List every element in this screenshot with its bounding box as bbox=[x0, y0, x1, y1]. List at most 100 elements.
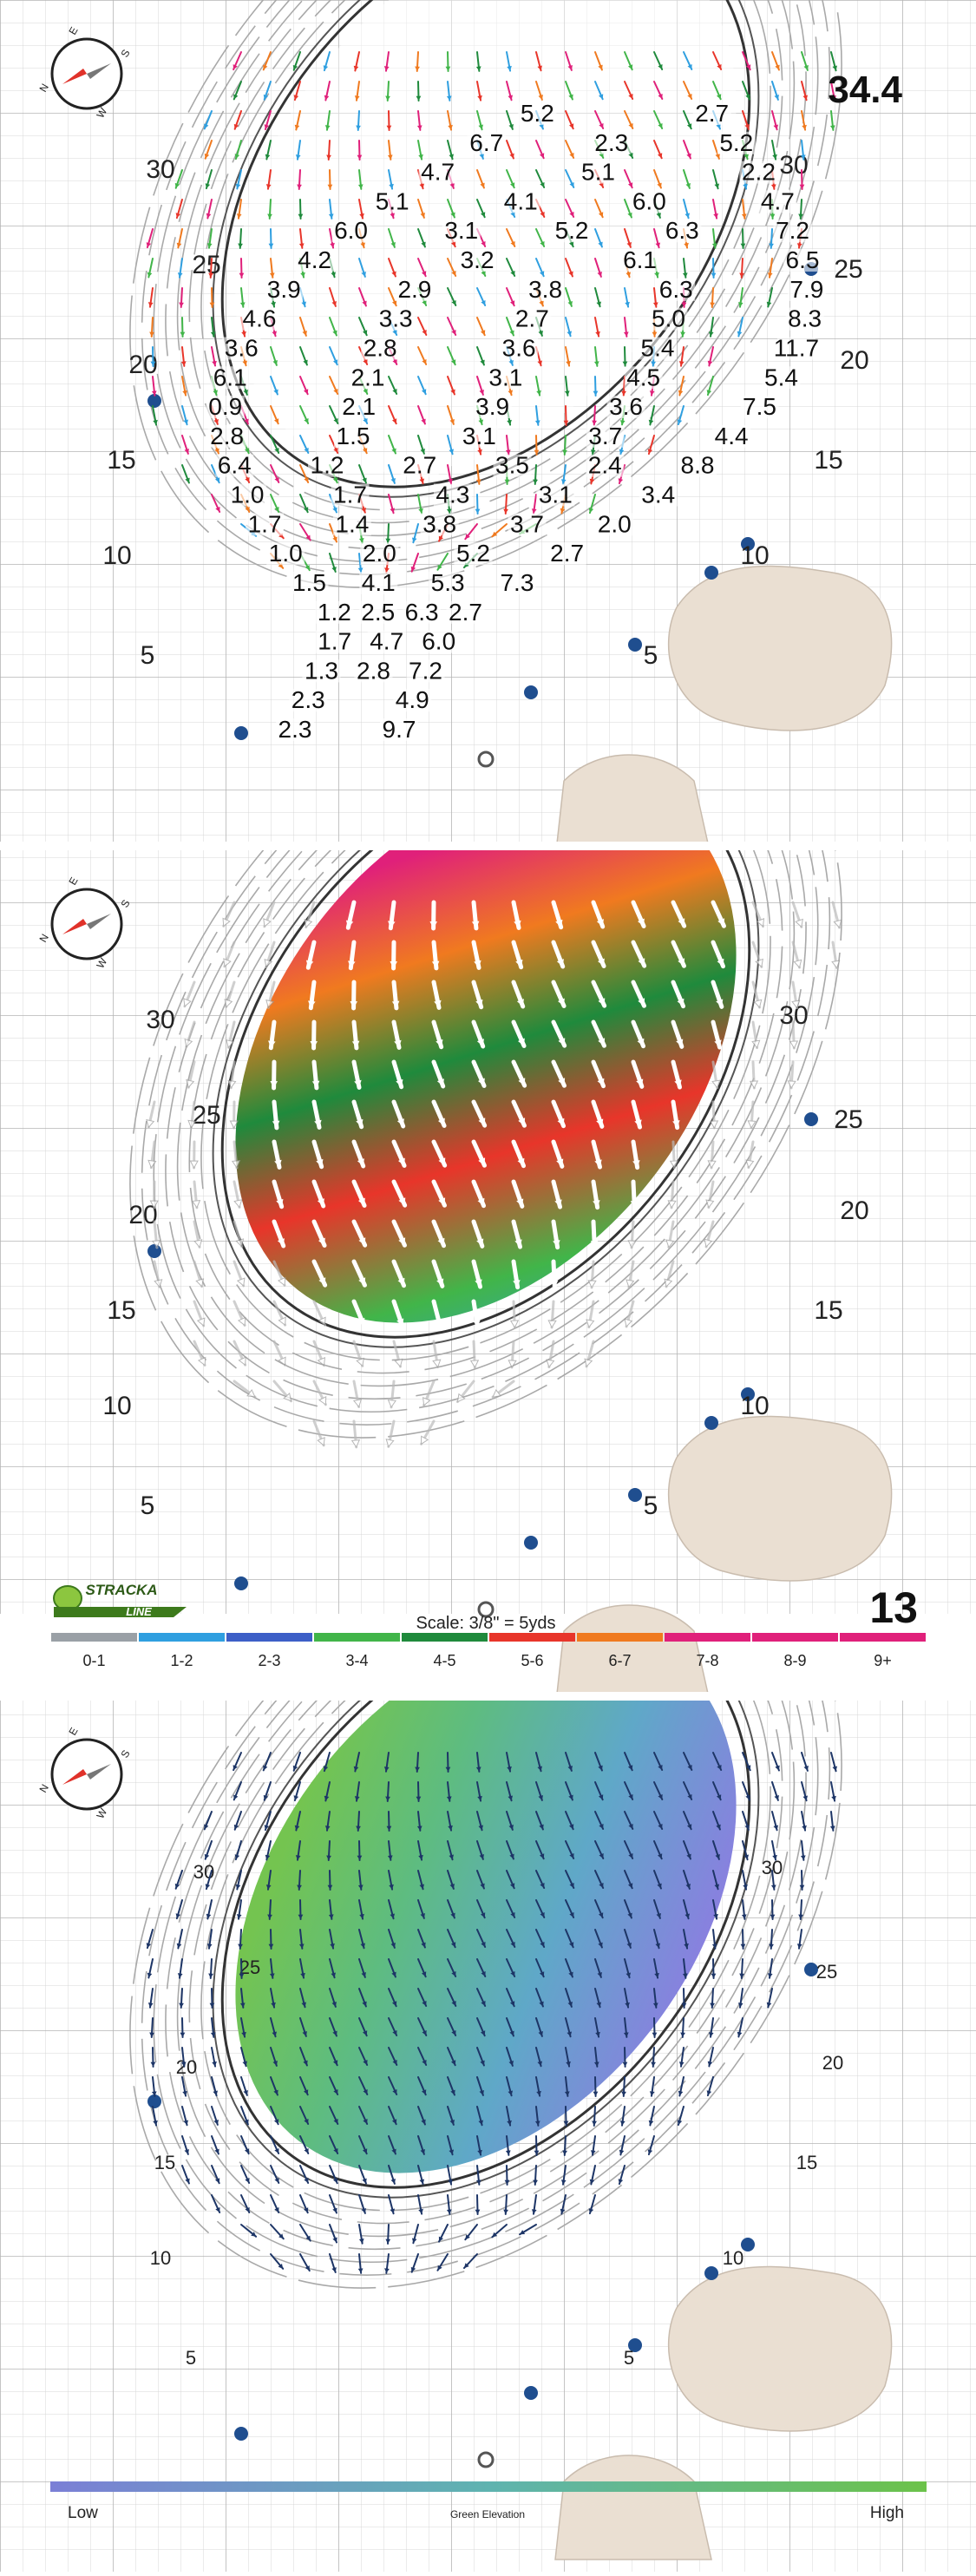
slope-value: 11.7 bbox=[774, 334, 819, 361]
slope-value: 6.0 bbox=[632, 187, 666, 214]
slope-value: 3.1 bbox=[539, 482, 573, 508]
slope-value: 2.7 bbox=[695, 100, 729, 127]
sprinkler-head bbox=[234, 2427, 248, 2441]
svg-text:LINE: LINE bbox=[126, 1605, 152, 1618]
slope-value: 3.2 bbox=[461, 246, 495, 273]
elevation-title: Green Elevation bbox=[450, 2508, 525, 2520]
yardage-marker-left: 15 bbox=[107, 1296, 135, 1325]
legend-label: 5-6 bbox=[521, 1652, 543, 1669]
yardage-marker-right: 20 bbox=[822, 2052, 843, 2074]
legend-swatch bbox=[489, 1633, 575, 1642]
slope-value: 3.8 bbox=[528, 276, 562, 303]
yardage-marker-right: 25 bbox=[834, 255, 862, 284]
yardage-marker-left: 30 bbox=[146, 1006, 174, 1034]
slope-value: 3.1 bbox=[462, 423, 496, 449]
sand-bunker bbox=[669, 1416, 892, 1581]
legend-label: 7-8 bbox=[696, 1652, 718, 1669]
yardage-marker-left: 10 bbox=[102, 1392, 131, 1420]
sprinkler-head bbox=[628, 638, 642, 652]
slope-value: 2.7 bbox=[403, 452, 436, 479]
slope-value: 4.1 bbox=[362, 569, 396, 596]
yardage-marker-left: 10 bbox=[150, 2247, 171, 2269]
yardage-marker-left: 5 bbox=[186, 2347, 196, 2369]
slope-value: 8.3 bbox=[788, 305, 822, 332]
slope-value: 5.1 bbox=[376, 187, 409, 214]
slope-value: 6.7 bbox=[469, 129, 503, 156]
slope-value: 2.1 bbox=[351, 364, 385, 390]
scale-label: Scale: 3/8" = 5yds bbox=[416, 1614, 555, 1633]
legend-swatch bbox=[139, 1633, 225, 1642]
sprinkler-head bbox=[704, 1416, 718, 1430]
slope-value: 3.4 bbox=[641, 482, 675, 508]
slope-value: 5.4 bbox=[641, 334, 675, 361]
slope-value: 2.8 bbox=[210, 423, 244, 449]
pin-marker bbox=[479, 2453, 493, 2467]
slope-value: 1.7 bbox=[318, 628, 351, 655]
hole-number: 13 bbox=[869, 1583, 918, 1632]
slope-value: 2.7 bbox=[550, 540, 584, 567]
slope-value: 2.0 bbox=[363, 540, 396, 567]
sprinkler-head bbox=[704, 2266, 718, 2280]
pin-marker bbox=[479, 752, 493, 766]
slope-value: 4.7 bbox=[761, 187, 795, 214]
slope-value: 2.3 bbox=[291, 686, 325, 713]
sand-bunker bbox=[669, 566, 892, 731]
slope-value: 2.3 bbox=[278, 716, 312, 743]
sprinkler-head bbox=[524, 685, 538, 699]
legend-label: 4-5 bbox=[433, 1652, 455, 1669]
yardage-marker-right: 15 bbox=[814, 1296, 842, 1325]
legend-swatch bbox=[51, 1633, 137, 1642]
slope-value: 5.1 bbox=[581, 159, 615, 186]
sand-bunker bbox=[669, 2266, 892, 2431]
yardage-marker-right: 25 bbox=[816, 1961, 837, 1983]
yardage-marker-right: 10 bbox=[740, 541, 769, 570]
sprinkler-head bbox=[234, 1576, 248, 1590]
slope-value: 2.1 bbox=[342, 393, 376, 420]
slope-value: 2.3 bbox=[594, 129, 628, 156]
sprinkler-head bbox=[524, 1536, 538, 1550]
slope-value: 5.3 bbox=[431, 569, 465, 596]
legend-swatch bbox=[402, 1633, 488, 1642]
slope-value: 7.9 bbox=[789, 276, 823, 303]
yardage-marker-left: 20 bbox=[176, 2056, 197, 2078]
yardage-marker-right: 20 bbox=[840, 1196, 868, 1225]
yardage-marker-left: 15 bbox=[154, 2152, 175, 2173]
slope-value: 4.5 bbox=[626, 364, 660, 390]
yardage-marker-left: 5 bbox=[141, 641, 155, 670]
yardage-marker-left: 10 bbox=[102, 541, 131, 570]
slope-value: 2.7 bbox=[515, 305, 549, 332]
slope-value: 3.9 bbox=[475, 393, 509, 420]
slope-value: 5.4 bbox=[764, 364, 798, 390]
legend-swatch bbox=[314, 1633, 400, 1642]
slope-value: 3.1 bbox=[444, 217, 478, 244]
yardage-marker-right: 25 bbox=[834, 1105, 862, 1134]
slope-value: 5.0 bbox=[652, 305, 685, 332]
slope-value: 6.0 bbox=[334, 217, 368, 244]
slope-value: 2.5 bbox=[361, 599, 395, 626]
slope-value: 6.1 bbox=[213, 364, 247, 390]
yardage-marker-right: 15 bbox=[796, 2152, 817, 2173]
slope-value: 7.2 bbox=[776, 217, 809, 244]
slope-value: 8.8 bbox=[681, 452, 715, 479]
slope-value: 7.2 bbox=[409, 657, 442, 684]
legend-swatch bbox=[840, 1633, 926, 1642]
slope-value: 1.0 bbox=[231, 482, 265, 508]
slope-value: 2.4 bbox=[588, 452, 622, 479]
slope-value: 4.9 bbox=[396, 686, 429, 713]
slope-value: 1.5 bbox=[337, 423, 370, 449]
slope-value: 6.4 bbox=[218, 452, 252, 479]
slope-value: 1.4 bbox=[335, 510, 369, 537]
sprinkler-head bbox=[704, 566, 718, 580]
slope-value: 2.9 bbox=[397, 276, 431, 303]
slope-value: 6.5 bbox=[786, 246, 820, 273]
green-length-label: 34.4 bbox=[828, 69, 902, 111]
slope-value: 4.3 bbox=[436, 482, 469, 508]
yardage-marker-right: 5 bbox=[624, 2347, 634, 2369]
slope-value: 1.2 bbox=[318, 599, 351, 626]
slope-value: 4.2 bbox=[298, 246, 331, 273]
slope-value: 6.0 bbox=[422, 628, 455, 655]
